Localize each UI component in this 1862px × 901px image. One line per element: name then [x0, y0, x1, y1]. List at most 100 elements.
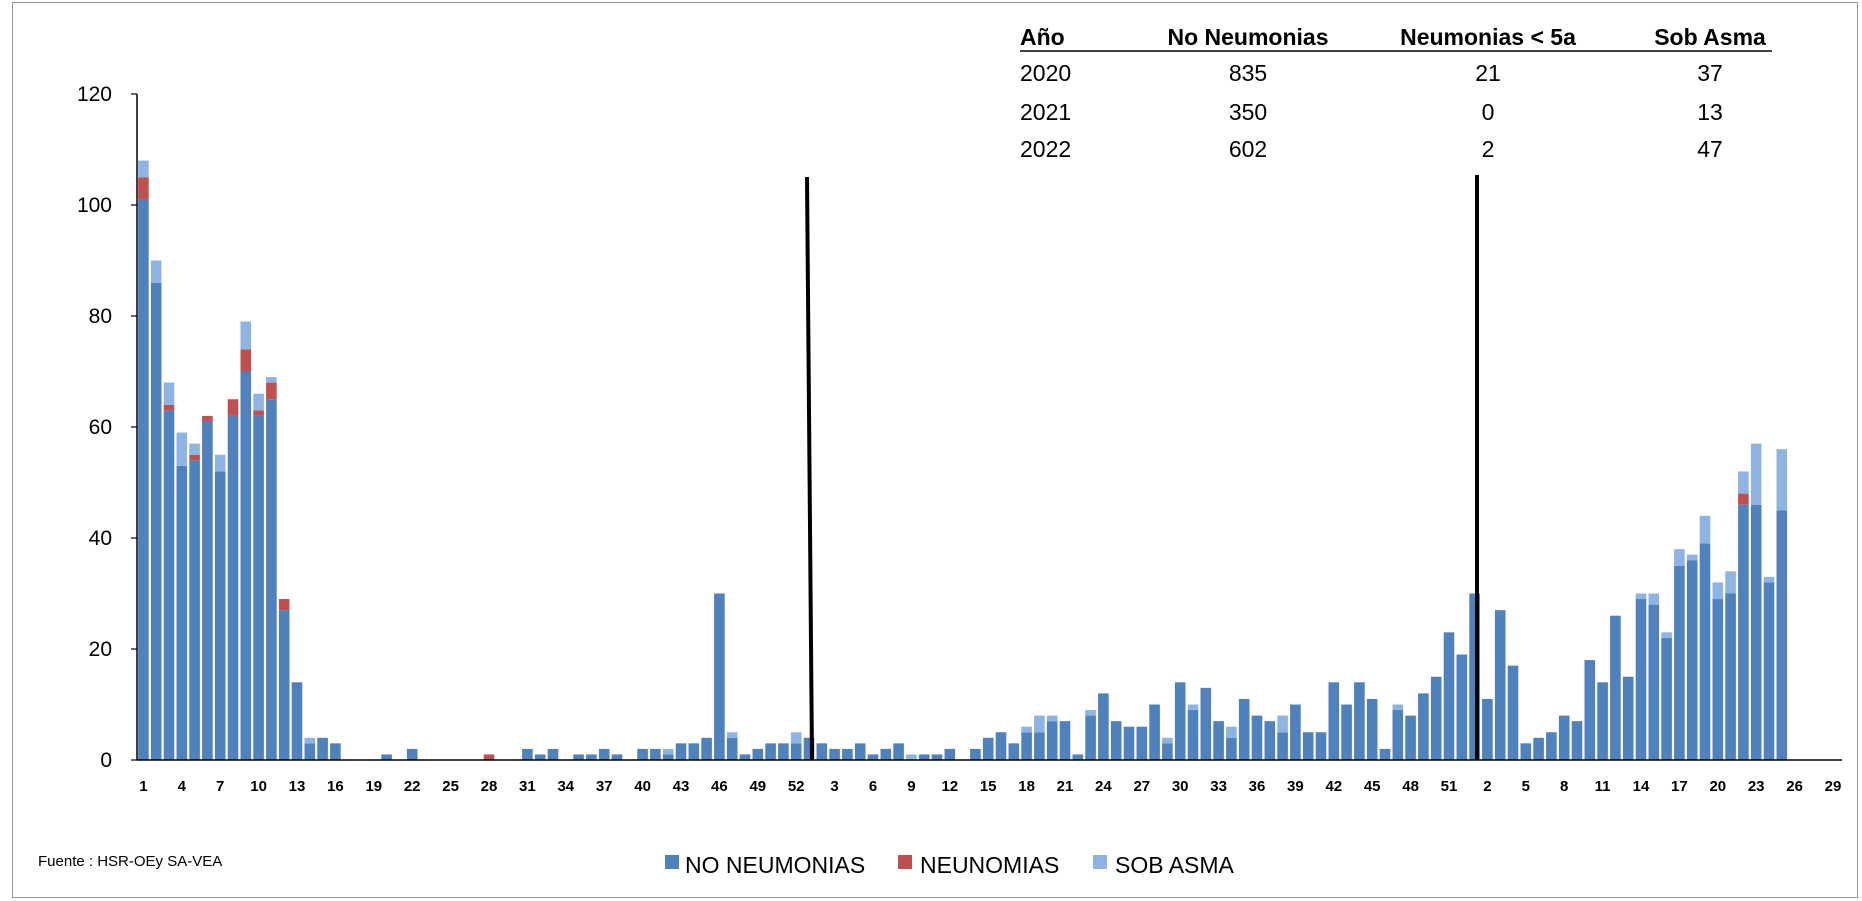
- bar-sob-asma: [138, 160, 149, 178]
- bar-no-neumonias: [1546, 732, 1557, 760]
- bar-no-neumonias: [931, 754, 943, 760]
- table-cell: 602: [1229, 136, 1267, 162]
- x-tick-label: 30: [1172, 778, 1189, 795]
- bar-sob-asma: [189, 443, 200, 455]
- y-tick-label: 100: [77, 194, 112, 217]
- bar-no-neumonias: [253, 415, 264, 760]
- legend: NO NEUMONIAS NEUNOMIAS SOB ASMA: [665, 852, 1235, 878]
- x-tick-label: 48: [1402, 778, 1419, 795]
- bar-no-neumonias: [1558, 715, 1570, 760]
- bar-no-neumonias: [1149, 704, 1160, 760]
- bar-no-neumonias: [266, 399, 277, 760]
- bar-no-neumonias: [214, 471, 226, 760]
- bar-no-neumonias: [765, 743, 776, 760]
- bar-no-neumonias: [1597, 682, 1608, 760]
- bar-no-neumonias: [854, 743, 866, 760]
- bar-no-neumonias: [1533, 737, 1544, 760]
- bar-no-neumonias: [163, 410, 175, 760]
- bar-no-neumonias: [317, 737, 328, 760]
- bar-sob-asma: [240, 321, 252, 350]
- bar-sob-asma: [726, 732, 738, 738]
- bar-sob-asma: [1034, 715, 1045, 733]
- x-tick-label: 43: [673, 778, 690, 795]
- table-header-sob-asma: Sob Asma: [1654, 24, 1766, 50]
- bar-no-neumonias: [176, 465, 188, 760]
- bar-no-neumonias: [1290, 704, 1301, 760]
- bar-no-neumonias: [1251, 715, 1263, 760]
- bar-no-neumonias: [1405, 715, 1416, 760]
- legend-swatch-sob-asma: [1093, 855, 1107, 869]
- bar-no-neumonias: [330, 743, 341, 760]
- bar-no-neumonias: [816, 743, 828, 760]
- bars-group: [138, 160, 1788, 760]
- bar-no-neumonias: [1366, 698, 1378, 760]
- bar-no-neumonias: [1469, 593, 1480, 760]
- x-tick-label: 13: [289, 778, 306, 795]
- bar-no-neumonias: [1328, 682, 1340, 760]
- bar-no-neumonias: [1187, 710, 1199, 760]
- bar-no-neumonias: [1520, 743, 1532, 760]
- bar-neumonias: [138, 177, 149, 200]
- bar-no-neumonias: [1174, 682, 1186, 760]
- bar-no-neumonias: [1584, 660, 1596, 760]
- bar-no-neumonias: [1072, 754, 1084, 760]
- bar-no-neumonias: [611, 754, 623, 760]
- x-tick-label: 18: [1018, 778, 1035, 795]
- x-tick-label: 42: [1325, 778, 1342, 795]
- table-cell: 350: [1229, 99, 1267, 125]
- bar-no-neumonias: [1507, 665, 1519, 760]
- bar-no-neumonias: [150, 282, 162, 760]
- bar-sob-asma: [1686, 554, 1698, 561]
- bar-sob-asma: [304, 737, 316, 744]
- x-tick-label: 52: [788, 778, 805, 795]
- bar-neumonias: [266, 382, 277, 400]
- bar-no-neumonias: [982, 737, 994, 760]
- bar-sob-asma: [1187, 704, 1199, 711]
- bar-sob-asma: [1699, 515, 1711, 544]
- legend-swatch-neumonias: [898, 855, 912, 869]
- bar-no-neumonias: [1162, 743, 1173, 760]
- bar-no-neumonias: [1392, 710, 1404, 760]
- year-divider-2020-2021: [805, 176, 814, 761]
- table-cell: 2020: [1020, 60, 1071, 86]
- bar-sob-asma: [1674, 549, 1685, 566]
- bar-sob-asma: [1277, 715, 1288, 733]
- bar-neumonias: [189, 454, 200, 461]
- bar-sob-asma: [214, 454, 226, 472]
- bar-no-neumonias: [1264, 721, 1276, 760]
- x-tick-label: 51: [1441, 778, 1458, 795]
- x-tick-label: 7: [216, 778, 224, 795]
- x-tick-label: 27: [1133, 778, 1150, 795]
- x-tick-label: 40: [634, 778, 651, 795]
- bar-no-neumonias: [1776, 510, 1788, 760]
- bar-no-neumonias: [1110, 721, 1122, 760]
- bar-sob-asma: [1776, 449, 1788, 511]
- bar-no-neumonias: [1482, 698, 1493, 760]
- bar-no-neumonias: [918, 754, 930, 760]
- x-tick-label: 37: [596, 778, 613, 795]
- bar-sob-asma: [1162, 737, 1173, 744]
- x-tick-label: 24: [1095, 778, 1112, 795]
- bar-no-neumonias: [1763, 582, 1775, 760]
- x-tick-label: 29: [1825, 778, 1842, 795]
- bar-no-neumonias: [1213, 721, 1224, 760]
- bar-no-neumonias: [291, 682, 303, 760]
- bar-no-neumonias: [586, 754, 597, 760]
- bar-no-neumonias: [752, 748, 764, 760]
- source-note: Fuente : HSR-OEy SA-VEA: [38, 853, 222, 870]
- table-cell: 21: [1475, 60, 1501, 86]
- bar-no-neumonias: [1738, 504, 1749, 760]
- x-tick-label: 14: [1633, 778, 1650, 795]
- bar-sob-asma: [1085, 710, 1096, 716]
- bar-no-neumonias: [842, 748, 853, 760]
- bar-no-neumonias: [714, 593, 725, 760]
- bar-no-neumonias: [1379, 748, 1391, 760]
- table-header-no-neumonias: No Neumonias: [1167, 24, 1328, 50]
- x-tick-label: 26: [1786, 778, 1803, 795]
- bar-no-neumonias: [1712, 599, 1724, 760]
- bar-no-neumonias: [688, 743, 700, 760]
- table-header-neumonias: Neumonias < 5a: [1400, 24, 1576, 50]
- table-cell: 37: [1697, 60, 1723, 86]
- bar-no-neumonias: [1021, 732, 1032, 760]
- bar-no-neumonias: [406, 748, 418, 760]
